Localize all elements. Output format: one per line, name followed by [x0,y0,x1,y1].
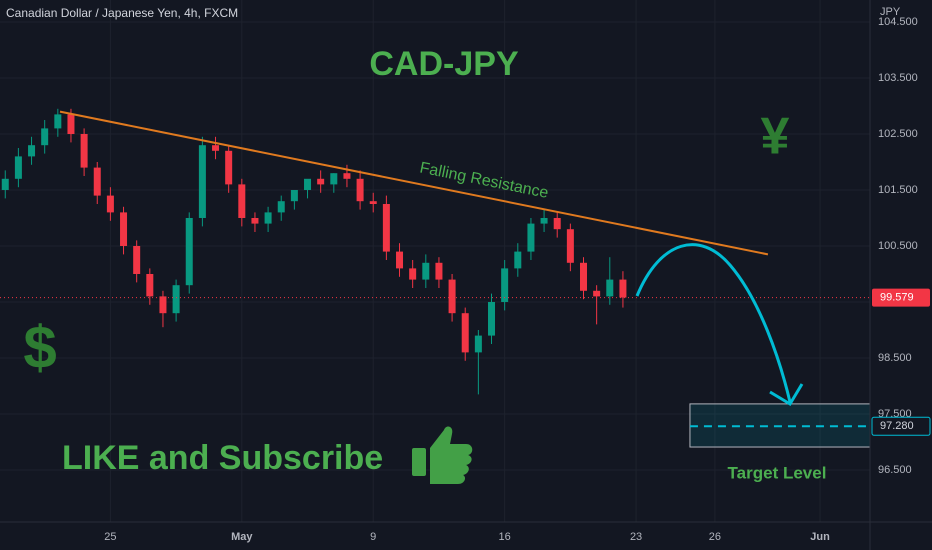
headline: CAD-JPY [369,45,519,83]
candle-body [277,201,285,213]
candle-body [264,212,272,224]
candle-body [566,229,574,263]
target-level-label: Target Level [728,463,827,482]
resistance-line [59,110,769,256]
candle-body [409,268,417,280]
x-tick-label: 23 [630,531,642,543]
yen-sign: ¥ [761,108,790,166]
candle-body [159,296,167,314]
y-tick-label: 101.500 [878,184,918,196]
x-tick-label: 16 [499,531,511,543]
candle-body [225,150,233,185]
candle-body [133,245,141,274]
candle-body [527,223,535,252]
y-axis-label: JPY [880,6,901,18]
candle-body [67,114,75,134]
candle-body [396,251,404,269]
target-price-tag [871,416,931,436]
candle-body [185,217,193,286]
thumbs-up [412,426,473,484]
candle-body [619,279,627,298]
y-tick-label: 96.500 [878,464,912,476]
candle-body [41,128,49,146]
candle-body [330,173,338,185]
candle-body [369,201,377,204]
candle-body [1,178,9,190]
candle-body [461,313,469,353]
candle-body [448,279,456,314]
candle-body [343,173,351,179]
x-tick-label: 26 [709,531,721,543]
candle-body [106,195,114,213]
y-tick-label: 104.500 [878,16,918,28]
candle-body [606,279,614,297]
candle-body [93,167,101,196]
x-tick-label: Jun [810,531,830,543]
symbol-title: Canadian Dollar / Japanese Yen, 4h, FXCM [6,6,238,20]
candle-body [80,133,88,168]
candle-body [540,217,548,224]
last-price-tag [872,288,930,307]
candle-body [304,178,312,190]
candle-body [580,262,588,291]
y-tick-label: 100.500 [878,240,918,252]
candle-body [14,156,22,179]
candle-body [212,145,220,151]
candle-body [290,189,298,202]
candle-body [422,262,430,280]
candle-body [488,301,496,336]
candle-body [474,335,482,353]
x-tick-label: 9 [370,531,376,543]
candle-body [198,145,206,218]
candle-body [251,217,259,224]
candle-body [356,178,364,202]
candle-body [501,268,509,302]
y-tick-label: 102.500 [878,128,918,140]
y-tick-label: 98.500 [878,352,912,364]
grid [0,0,870,522]
x-tick-label: 25 [104,531,116,543]
projection-arrowhead [769,383,804,407]
candle-body [382,203,390,252]
candle-body [435,262,443,280]
y-tick-label: 103.500 [878,72,918,84]
dollar-sign: $ [23,314,56,381]
candle-body [238,184,246,218]
candle-body [146,273,154,297]
last-price-label: 99.579 [880,291,914,303]
candle-body [317,178,325,185]
plot [0,108,871,448]
x-tick-label: May [231,531,253,543]
candle-body [172,285,180,314]
candle-body [553,217,561,230]
candle-body [120,212,128,246]
candle-body [593,290,601,297]
call-to-action: LIKE and Subscribe [62,439,383,477]
projection-curve [635,243,792,403]
candle-body [54,114,62,129]
target-price-label: 97.280 [880,420,914,432]
candle-body [28,145,36,157]
candle-body [514,251,522,269]
